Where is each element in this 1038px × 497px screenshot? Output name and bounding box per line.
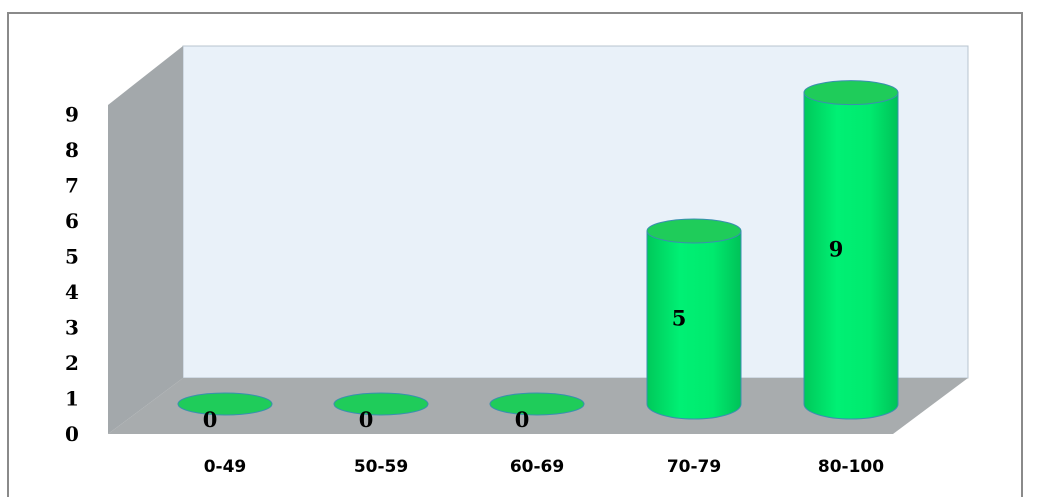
- x-tick-label: 60-69: [510, 457, 564, 477]
- y-tick-label: 9: [65, 103, 79, 127]
- data-label: 5: [672, 306, 687, 331]
- bar: [333, 392, 429, 416]
- bar: [803, 80, 899, 420]
- data-label: 9: [829, 236, 844, 261]
- bar-top: [333, 392, 429, 416]
- y-tick-label: 0: [65, 422, 79, 446]
- y-tick-label: 1: [65, 387, 79, 411]
- x-axis-ticks: 0-49 50-59 60-69 70-79 80-100: [204, 457, 885, 477]
- y-tick-label: 3: [65, 316, 79, 340]
- data-labels: 0 0 0 5 9: [203, 236, 844, 432]
- bar-top: [177, 392, 273, 416]
- y-axis-ticks: 0 1 2 3 4 5 6 7 8 9: [65, 103, 79, 447]
- y-tick-label: 7: [65, 174, 79, 198]
- side-wall: [108, 46, 183, 434]
- bar-body: [646, 230, 742, 420]
- y-tick-label: 4: [65, 280, 79, 304]
- bars: [177, 80, 899, 420]
- y-tick-label: 2: [65, 351, 79, 375]
- data-label: 0: [203, 407, 218, 432]
- bar: [646, 218, 742, 420]
- x-tick-label: 70-79: [667, 457, 721, 477]
- x-tick-label: 80-100: [818, 457, 884, 477]
- x-tick-label: 0-49: [204, 457, 247, 477]
- bar: [489, 392, 585, 416]
- y-tick-label: 5: [65, 245, 79, 269]
- x-tick-label: 50-59: [354, 457, 408, 477]
- y-tick-label: 6: [65, 209, 79, 233]
- bar-top: [489, 392, 585, 416]
- y-tick-label: 8: [65, 138, 79, 162]
- bar-body: [803, 92, 899, 420]
- bar: [177, 392, 273, 416]
- data-label: 0: [359, 407, 374, 432]
- bar-top: [646, 218, 742, 244]
- bar-top: [803, 80, 899, 106]
- data-label: 0: [515, 407, 530, 432]
